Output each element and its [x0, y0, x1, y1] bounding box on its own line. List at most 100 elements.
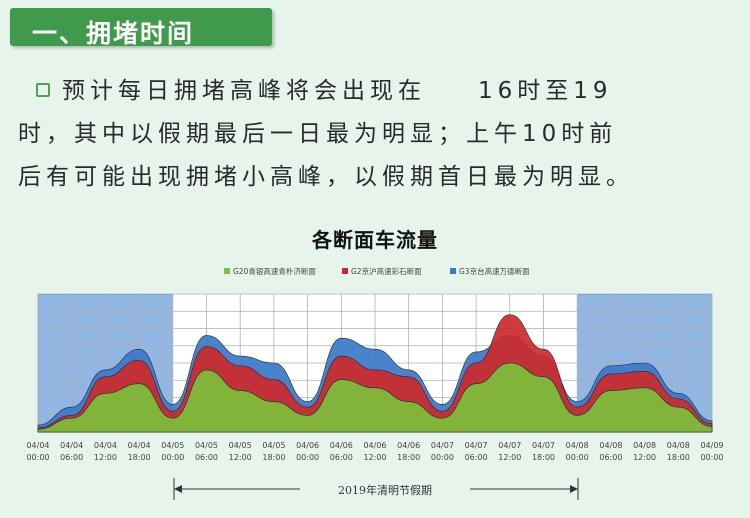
x-tick-time-label: 06:00: [465, 453, 488, 462]
x-tick-date-label: 04/04: [26, 441, 49, 450]
x-tick-time-label: 00:00: [566, 453, 589, 462]
x-tick-time-label: 18:00: [532, 453, 555, 462]
data-point-s0-9: [340, 337, 343, 340]
x-tick-time-label: 06:00: [599, 453, 622, 462]
data-point-s0-18: [643, 362, 646, 365]
data-point-s2-14: [508, 362, 511, 365]
data-point-s2-16: [576, 414, 579, 417]
x-tick-time-label: 06:00: [60, 453, 83, 462]
x-tick-date-label: 04/07: [431, 441, 454, 450]
x-tick-date-label: 04/05: [229, 441, 252, 450]
x-tick-date-label: 04/07: [532, 441, 555, 450]
x-tick-date-label: 04/04: [128, 441, 151, 450]
x-tick-date-label: 04/05: [161, 441, 184, 450]
legend-label-0: G3京台高速万德断面: [459, 266, 530, 276]
x-tick-date-label: 04/06: [363, 441, 386, 450]
data-point-s1-17: [610, 373, 613, 376]
data-point-s2-17: [610, 389, 613, 392]
data-point-s1-6: [239, 364, 242, 367]
data-point-s2-7: [273, 400, 276, 403]
x-tick-time-label: 18:00: [667, 453, 690, 462]
data-point-s2-19: [677, 406, 680, 409]
x-tick-time-label: 12:00: [633, 453, 656, 462]
annotation-arrowhead-left-icon: [174, 485, 182, 493]
x-tick-time-label: 00:00: [161, 453, 184, 462]
section-header-title: 一、拥堵时间: [32, 19, 195, 48]
data-point-s1-14: [508, 313, 511, 316]
data-point-s0-20: [711, 420, 714, 423]
data-point-s0-17: [610, 364, 613, 367]
data-point-s0-12: [441, 403, 444, 406]
data-point-s2-3: [138, 382, 141, 385]
data-point-s0-10: [374, 348, 377, 351]
legend-label-2: G20青银高速青朴济断面: [233, 266, 316, 276]
x-tick-date-label: 04/08: [599, 441, 622, 450]
data-point-s2-1: [70, 417, 73, 420]
paragraph-line-3: 后有可能出现拥堵小高峰，以假期首日最为明显。: [18, 164, 634, 190]
holiday-annotation-label: 2019年清明节假期: [338, 483, 432, 497]
legend-swatch-0: [450, 268, 456, 274]
data-point-s2-6: [239, 389, 242, 392]
x-tick-date-label: 04/07: [465, 441, 488, 450]
data-point-s0-1: [70, 406, 73, 409]
data-point-s0-4: [171, 403, 174, 406]
x-tick-date-label: 04/04: [60, 441, 83, 450]
data-point-s1-10: [374, 369, 377, 372]
x-tick-time-label: 12:00: [363, 453, 386, 462]
data-point-s2-11: [407, 400, 410, 403]
x-tick-time-label: 00:00: [431, 453, 454, 462]
data-point-s1-20: [711, 422, 714, 425]
data-point-s1-13: [475, 362, 478, 365]
data-point-s2-2: [104, 392, 107, 395]
data-point-s0-8: [306, 400, 309, 403]
section-header-bar: 一、拥堵时间: [10, 8, 272, 48]
data-point-s2-15: [542, 375, 545, 378]
square-bullet-icon: [36, 83, 50, 97]
x-tick-time-label: 00:00: [26, 453, 49, 462]
x-tick-time-label: 00:00: [296, 453, 319, 462]
data-point-s2-0: [37, 428, 40, 431]
data-point-s2-20: [711, 425, 714, 428]
data-point-s1-2: [104, 375, 107, 378]
data-point-s1-4: [171, 410, 174, 413]
data-point-s0-0: [37, 424, 40, 427]
x-tick-time-label: 06:00: [330, 453, 353, 462]
data-point-s0-19: [677, 392, 680, 395]
data-point-s2-13: [475, 382, 478, 385]
data-point-s1-9: [340, 355, 343, 358]
x-tick-date-label: 04/08: [633, 441, 656, 450]
x-tick-date-label: 04/06: [397, 441, 420, 450]
data-point-s0-3: [138, 348, 141, 351]
x-tick-time-label: 12:00: [94, 453, 117, 462]
x-tick-date-label: 04/05: [195, 441, 218, 450]
x-tick-time-label: 18:00: [128, 453, 151, 462]
data-point-s1-5: [205, 345, 208, 348]
data-point-s2-18: [643, 386, 646, 389]
paragraph-line-1: 预计每日拥堵高峰将会出现在 16时至19: [18, 70, 730, 113]
data-point-s2-5: [205, 369, 208, 372]
data-point-s2-8: [306, 414, 309, 417]
data-point-s1-18: [643, 370, 646, 373]
x-tick-date-label: 04/08: [667, 441, 690, 450]
x-tick-date-label: 04/06: [330, 441, 353, 450]
x-tick-date-label: 04/09: [700, 441, 723, 450]
data-point-s0-13: [475, 351, 478, 354]
data-point-s0-5: [205, 334, 208, 337]
data-point-s1-16: [576, 406, 579, 409]
paragraph-line-1-b: 16时至19: [478, 78, 613, 104]
legend-swatch-1: [342, 268, 348, 274]
legend-label-1: G2京沪高速彩石断面: [351, 266, 422, 276]
data-point-s1-19: [677, 397, 680, 400]
x-tick-time-label: 18:00: [262, 453, 285, 462]
paragraph-line-2: 时，其中以假期最后一日最为明显；上午10时前: [18, 121, 618, 147]
data-point-s2-12: [441, 417, 444, 420]
chart-title: 各断面车流量: [312, 228, 438, 252]
legend-swatch-2: [224, 268, 230, 274]
annotation-arrowhead-right-icon: [570, 485, 578, 493]
x-tick-date-label: 04/06: [296, 441, 319, 450]
data-point-s1-3: [138, 359, 141, 362]
data-point-s1-1: [70, 414, 73, 417]
data-point-s1-11: [407, 375, 410, 378]
data-point-s1-8: [306, 406, 309, 409]
